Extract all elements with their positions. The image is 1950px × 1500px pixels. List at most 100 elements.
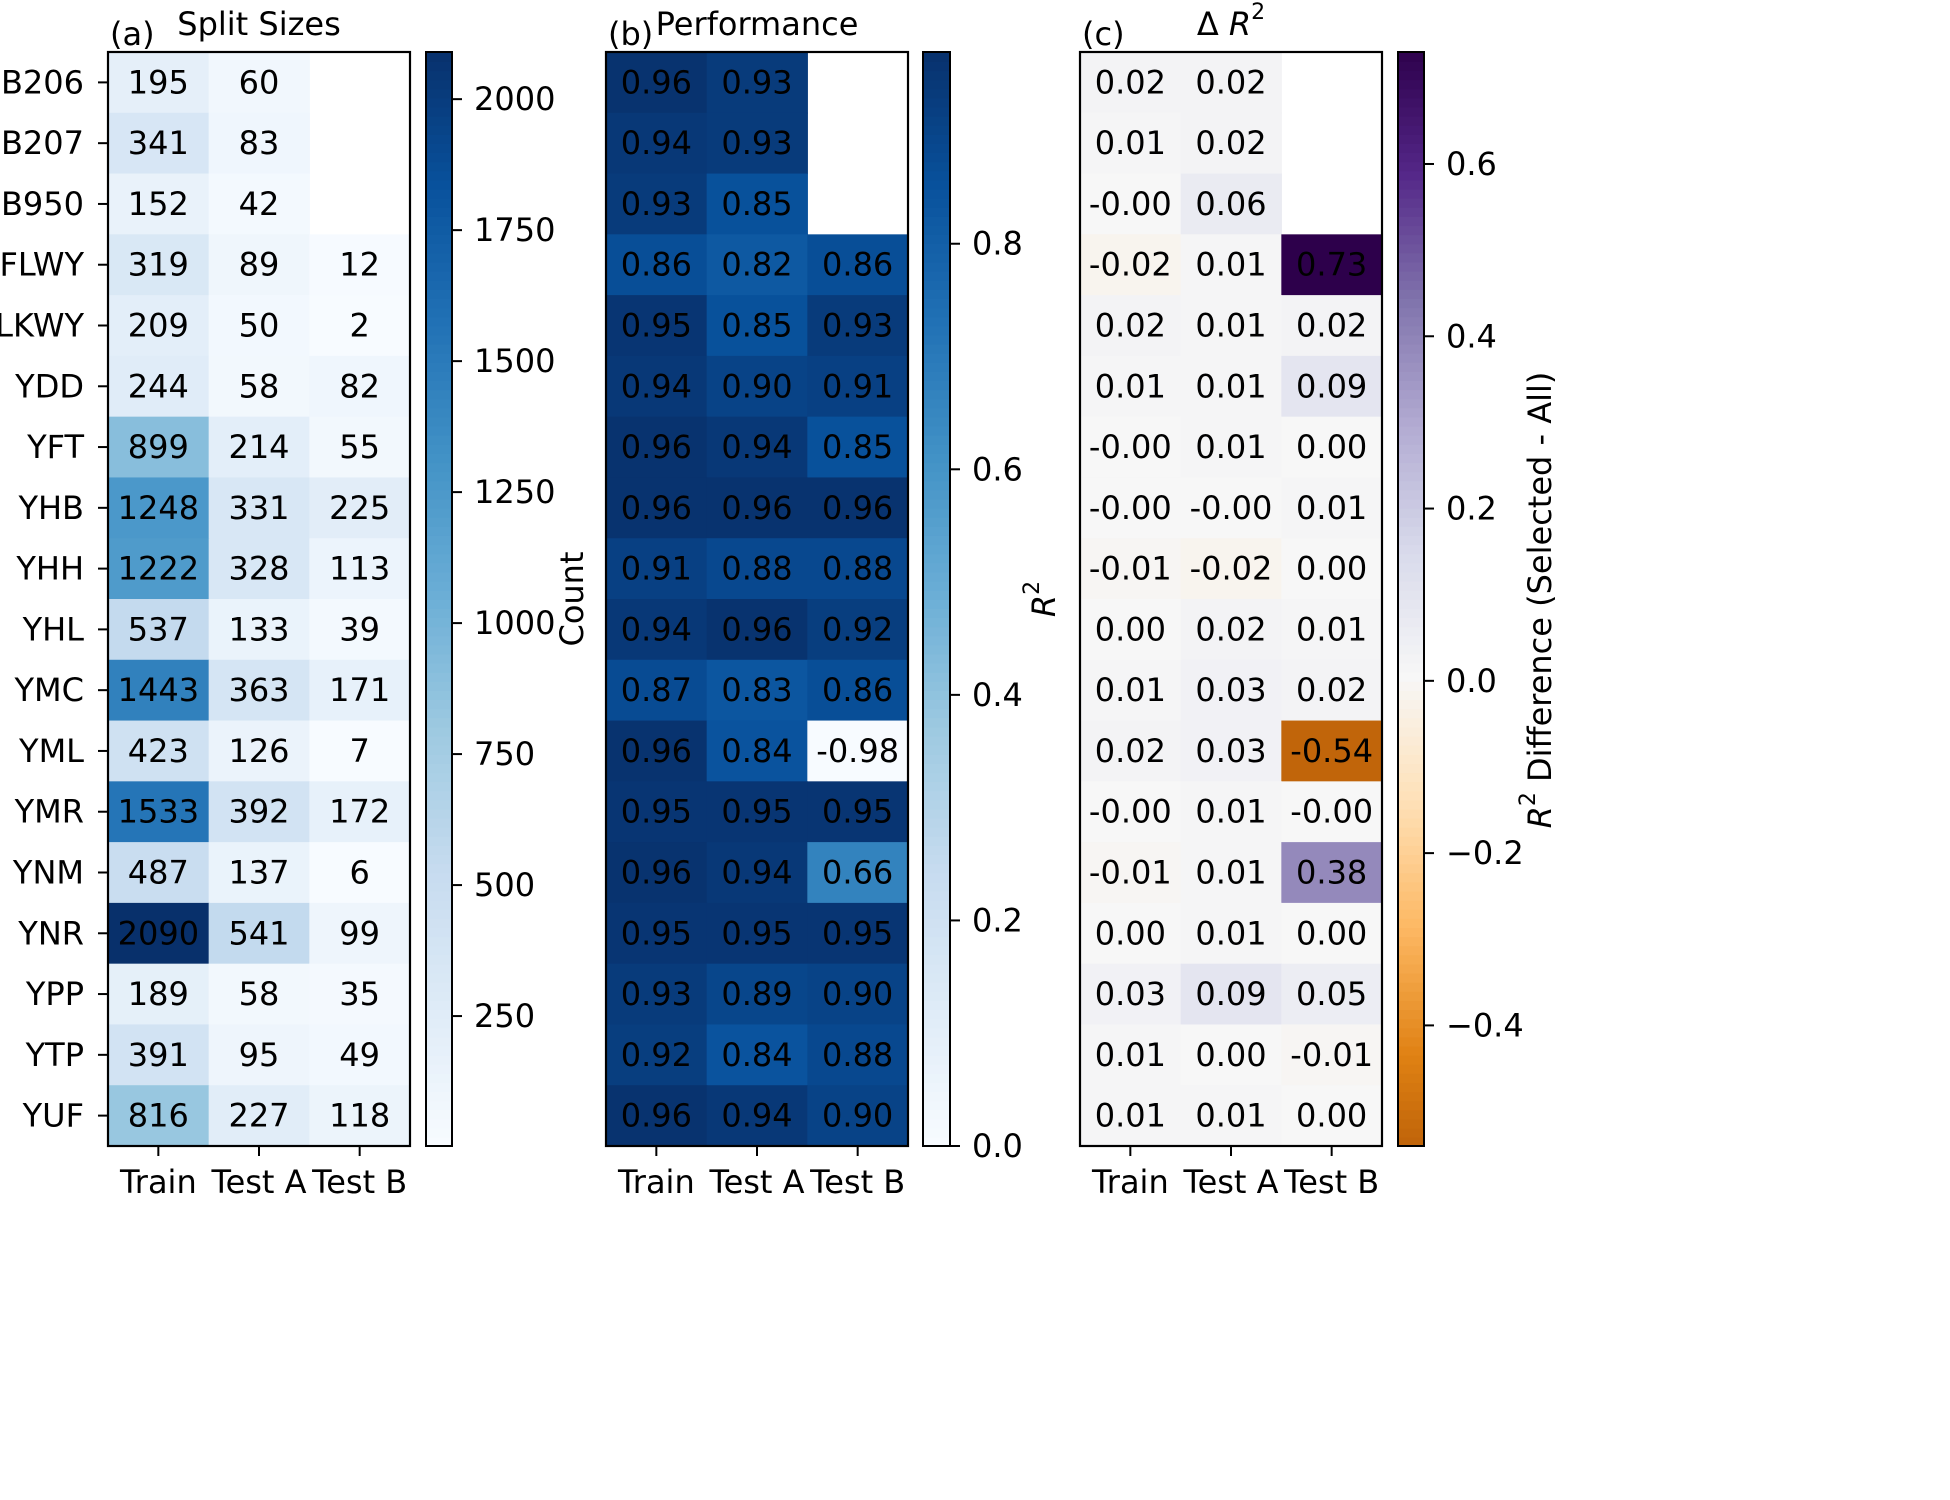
colorbar-segment: [1398, 124, 1424, 135]
x-tick-label: Train: [617, 1163, 695, 1201]
heatmap-cell: [606, 659, 708, 722]
x-tick-label: Test A: [210, 1163, 306, 1201]
colorbar-segment: [923, 316, 950, 327]
heatmap-cell: [108, 842, 210, 904]
colorbar-segment: [426, 553, 452, 564]
heatmap-cell: [1180, 538, 1282, 600]
colorbar-segment: [923, 899, 950, 910]
colorbar-segment: [1398, 562, 1424, 573]
colorbar-segment: [1398, 143, 1424, 154]
colorbar-segment: [923, 799, 950, 810]
cell-label: 0.86: [621, 246, 692, 284]
cell-label: 244: [128, 367, 189, 405]
heatmap-cell: [807, 477, 909, 539]
colorbar-segment: [426, 471, 452, 482]
colorbar-segment: [923, 206, 950, 217]
cell-label: 0.01: [1195, 854, 1266, 892]
colorbar-segment: [426, 1073, 452, 1083]
colorbar-segment: [1398, 88, 1424, 99]
heatmap-cell: [1080, 173, 1182, 235]
heatmap-cell: [1080, 963, 1182, 1026]
colorbar-segment: [1398, 444, 1424, 454]
colorbar-segment: [426, 1036, 452, 1047]
colorbar-segment: [1398, 726, 1424, 737]
cell-label: 0.00: [1296, 550, 1367, 588]
heatmap-cell: [208, 902, 310, 965]
colorbar-segment: [426, 1136, 452, 1147]
colorbar-segment: [426, 927, 452, 938]
colorbar-segment: [426, 571, 452, 582]
colorbar-segment: [923, 216, 950, 227]
colorbar-segment: [923, 143, 950, 154]
cell-label: 0.02: [1095, 307, 1166, 345]
cell-label: 0.00: [1095, 610, 1166, 648]
colorbar-segment: [923, 972, 950, 983]
heatmap-cell: [309, 659, 411, 722]
colorbar-segment: [426, 124, 452, 135]
cell-label: 0.93: [822, 307, 893, 345]
colorbar-tick-label: 0.2: [972, 901, 1023, 939]
colorbar-segment: [923, 908, 950, 919]
cell-label: 0.00: [1095, 914, 1166, 952]
colorbar-segment: [426, 890, 452, 901]
colorbar-segment: [923, 918, 950, 928]
colorbar-segment: [426, 918, 452, 928]
colorbar-segment: [1398, 1091, 1424, 1102]
colorbar-label: Count: [553, 551, 591, 646]
heatmap-cell: [1080, 295, 1182, 357]
colorbar-segment: [426, 544, 452, 555]
colorbar-segment: [923, 699, 950, 710]
colorbar-segment: [923, 453, 950, 464]
colorbar-label: R2: [1020, 581, 1064, 617]
colorbar-segment: [426, 744, 452, 755]
heatmap-cell: [1180, 599, 1282, 661]
colorbar-segment: [923, 279, 950, 290]
cell-label: -0.01: [1089, 854, 1172, 892]
colorbar-segment: [426, 170, 452, 181]
cell-label: 0.01: [1195, 1097, 1266, 1135]
colorbar-segment: [426, 453, 452, 464]
colorbar-segment: [1398, 918, 1424, 928]
colorbar-segment: [923, 124, 950, 135]
y-tick-label: FLWY: [0, 246, 84, 284]
colorbar-segment: [1398, 471, 1424, 482]
colorbar-segment: [426, 881, 452, 892]
colorbar-segment: [426, 1027, 452, 1038]
colorbar-segment: [426, 325, 452, 336]
colorbar-segment: [1398, 644, 1424, 655]
cell-label: 0.06: [1195, 185, 1266, 223]
colorbar-segment: [923, 115, 950, 126]
colorbar-segment: [426, 963, 452, 974]
cell-label: 0.90: [822, 1097, 893, 1135]
colorbar-segment: [923, 945, 950, 956]
heatmap-cell: [208, 659, 310, 722]
colorbar-segment: [1398, 608, 1424, 619]
colorbar-segment: [923, 535, 950, 546]
cell-label: 0.93: [721, 63, 792, 101]
colorbar-segment: [923, 252, 950, 263]
colorbar-segment: [426, 1091, 452, 1102]
colorbar-segment: [426, 407, 452, 418]
cell-label: 189: [128, 975, 189, 1013]
cell-label: 0.85: [721, 307, 792, 345]
cell-label: 487: [128, 854, 189, 892]
colorbar-tick-label: 1250: [474, 473, 555, 511]
colorbar-segment: [1398, 97, 1424, 108]
cell-label: -0.98: [816, 732, 899, 770]
colorbar-segment: [426, 352, 452, 363]
heatmap-cell: [706, 355, 808, 418]
colorbar-segment: [426, 981, 452, 992]
colorbar-segment: [923, 936, 950, 947]
colorbar-segment: [1398, 981, 1424, 992]
colorbar-label: R2 Difference (Selected - All): [1516, 372, 1560, 829]
heatmap-cell: [309, 355, 411, 418]
cell-label: 363: [228, 671, 289, 709]
cell-label: 209: [128, 307, 189, 345]
colorbar-segment: [923, 963, 950, 974]
colorbar-segment: [923, 361, 950, 372]
cell-label: 0.96: [621, 854, 692, 892]
cell-label: 0.96: [621, 428, 692, 466]
heatmap-cell: [1180, 842, 1282, 904]
colorbar-segment: [426, 61, 452, 72]
colorbar-frame: [425, 51, 453, 1147]
